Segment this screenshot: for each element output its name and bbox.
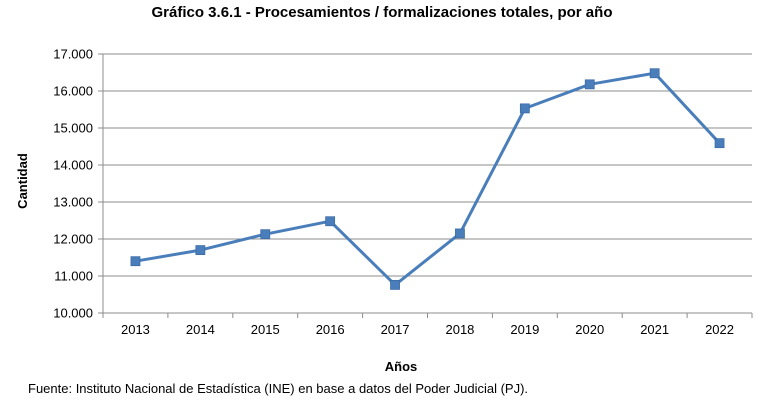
source-note: Fuente: Instituto Nacional de Estadístic… (28, 381, 529, 396)
x-tick-label: 2019 (510, 322, 539, 337)
series-line-path (135, 71, 721, 287)
x-tick-label: 2016 (316, 322, 345, 337)
data-markers (130, 68, 725, 290)
y-tick-label: 17.000 (53, 47, 93, 62)
x-tick-label: 2018 (445, 322, 474, 337)
x-tick-label: 2021 (640, 322, 669, 337)
y-tick-label: 15.000 (53, 121, 93, 136)
x-axis-title: Años (385, 359, 418, 374)
data-point (649, 68, 660, 79)
chart-title: Gráfico 3.6.1 - Procesamientos / formali… (151, 4, 613, 21)
x-tick-label: 2015 (251, 322, 280, 337)
data-point (130, 256, 141, 267)
x-tick-label: 2014 (186, 322, 215, 337)
x-tick-label: 2022 (705, 322, 734, 337)
data-point (455, 228, 465, 239)
data-point (390, 279, 400, 290)
x-tick-label: 2013 (121, 322, 150, 337)
line-chart: 10.000 11.000 12.000 13.000 14.000 15.000 16.0… (15, 47, 753, 374)
x-tick-label: 2020 (575, 322, 604, 337)
data-point (325, 216, 336, 227)
data-point (260, 229, 271, 240)
y-tick-label: 11.000 (54, 269, 93, 284)
data-point (195, 245, 206, 256)
series-line (135, 71, 721, 287)
axes (98, 53, 753, 318)
y-tick-label: 16.000 (53, 84, 93, 99)
y-tick-label: 12.000 (53, 232, 93, 247)
x-tick-labels: 2013 2014 2015 2016 2017 2018 2019 2020 2021 2022 (121, 322, 734, 337)
y-tick-label: 10.000 (53, 306, 93, 321)
y-tick-labels: 10.000 11.000 12.000 13.000 14.000 15.000 16.0… (53, 47, 93, 321)
data-point (714, 138, 725, 149)
x-tick-label: 2017 (381, 322, 410, 337)
data-point (519, 103, 530, 114)
y-tick-label: 14.000 (53, 158, 93, 173)
y-tick-label: 13.000 (53, 195, 93, 210)
gridlines (103, 53, 752, 277)
data-point (584, 79, 595, 90)
y-axis-title: Cantidad (15, 153, 30, 209)
